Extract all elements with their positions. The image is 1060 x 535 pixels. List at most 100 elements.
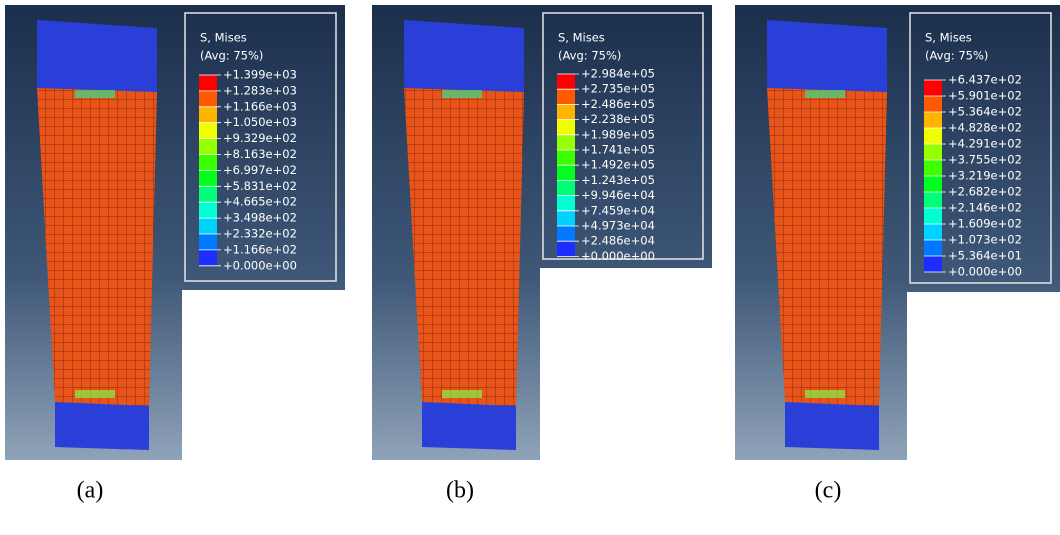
legend-band bbox=[557, 195, 575, 211]
legend-title: S, Mises bbox=[200, 31, 247, 45]
legend-subtitle: (Avg: 75%) bbox=[925, 49, 988, 63]
legend-box bbox=[909, 12, 1052, 284]
legend-band bbox=[924, 192, 942, 208]
legend-level: +9.946e+04 bbox=[581, 188, 655, 202]
legend-level: +2.682e+02 bbox=[948, 185, 1022, 199]
legend-band bbox=[924, 240, 942, 256]
legend-level: +9.329e+02 bbox=[223, 131, 297, 145]
legend-band bbox=[924, 256, 942, 272]
specimen-mesh bbox=[37, 88, 157, 406]
specimen-mesh bbox=[404, 88, 524, 406]
legend-title: S, Mises bbox=[925, 31, 972, 45]
legend-band bbox=[924, 160, 942, 176]
legend-band bbox=[924, 80, 942, 96]
top-grip bbox=[404, 20, 524, 92]
legend-level: +2.146e+02 bbox=[948, 201, 1022, 215]
caption: (a) bbox=[77, 478, 104, 504]
legend-band bbox=[557, 241, 575, 257]
bottom-grip bbox=[55, 402, 149, 450]
legend-band bbox=[199, 202, 217, 219]
legend-band bbox=[924, 128, 942, 144]
legend-band bbox=[557, 119, 575, 135]
legend-level: +3.219e+02 bbox=[948, 169, 1022, 183]
legend-band bbox=[557, 89, 575, 105]
specimen-mesh bbox=[767, 88, 887, 406]
legend-level: +1.492e+05 bbox=[581, 158, 655, 172]
legend-band bbox=[557, 74, 575, 90]
legend-subtitle: (Avg: 75%) bbox=[558, 49, 621, 63]
bottom-grip bbox=[785, 402, 879, 450]
legend-band bbox=[199, 138, 217, 155]
legend-level: +1.399e+03 bbox=[223, 68, 297, 82]
legend-level: +5.901e+02 bbox=[948, 89, 1022, 103]
legend-level: +4.665e+02 bbox=[223, 195, 297, 209]
legend-band bbox=[199, 234, 217, 250]
legend-level: +2.735e+05 bbox=[581, 82, 655, 96]
legend-level: +1.166e+02 bbox=[223, 242, 297, 256]
legend-band bbox=[199, 90, 217, 107]
top-grip bbox=[37, 20, 157, 92]
legend-level: +7.459e+04 bbox=[581, 203, 655, 217]
legend-band bbox=[557, 104, 575, 120]
legend-band bbox=[924, 224, 942, 240]
caption: (c) bbox=[815, 478, 842, 504]
legend-band bbox=[199, 122, 217, 139]
legend-level: +1.283e+03 bbox=[223, 83, 297, 97]
legend-level: +1.609e+02 bbox=[948, 217, 1022, 231]
legend-level: +2.332e+02 bbox=[223, 227, 297, 241]
legend-band bbox=[924, 112, 942, 128]
legend-band bbox=[557, 226, 575, 242]
legend-box bbox=[542, 12, 704, 260]
legend-level: +2.984e+05 bbox=[581, 67, 655, 81]
bottom-grip bbox=[422, 402, 516, 450]
legend-band bbox=[199, 170, 217, 187]
legend-level: +4.291e+02 bbox=[948, 137, 1022, 151]
legend-level: +1.741e+05 bbox=[581, 143, 655, 157]
legend-level: +0.000e+00 bbox=[948, 265, 1022, 279]
stress-concentration bbox=[442, 90, 482, 98]
legend-level: +5.364e+01 bbox=[948, 249, 1022, 263]
panel: S, Mises (Avg: 75%) +6.437e+02 +5.901e+02 +5… bbox=[735, 5, 1060, 504]
legend-level: +1.050e+03 bbox=[223, 115, 297, 129]
stress-concentration bbox=[805, 90, 845, 98]
legend-band bbox=[199, 75, 217, 91]
legend-level: +1.166e+03 bbox=[223, 99, 297, 113]
legend-band bbox=[199, 218, 217, 234]
legend-band bbox=[924, 96, 942, 112]
legend-band bbox=[557, 134, 575, 150]
legend-level: +8.163e+02 bbox=[223, 147, 297, 161]
legend-level: +5.364e+02 bbox=[948, 105, 1022, 119]
panel: S, Mises (Avg: 75%) +1.399e+03+1.283e+03 +1… bbox=[5, 5, 345, 504]
panel: S, Mises (Avg: 75%) +2.984e+05+2.735e+05 +2… bbox=[372, 5, 712, 504]
legend-band bbox=[557, 150, 575, 166]
legend-band bbox=[924, 176, 942, 192]
legend-subtitle: (Avg: 75%) bbox=[200, 49, 263, 63]
legend-band bbox=[924, 208, 942, 224]
legend-band bbox=[557, 165, 575, 181]
legend-band bbox=[557, 210, 575, 226]
legend-title: S, Mises bbox=[558, 31, 605, 45]
legend-band bbox=[199, 249, 217, 266]
stress-concentration bbox=[805, 390, 845, 398]
legend-level: +3.755e+02 bbox=[948, 153, 1022, 167]
legend-level: +6.437e+02 bbox=[948, 73, 1022, 87]
legend-band bbox=[199, 106, 217, 123]
legend-band bbox=[924, 144, 942, 160]
legend-band bbox=[199, 154, 217, 171]
stress-concentration bbox=[75, 90, 115, 98]
top-grip bbox=[767, 20, 887, 92]
legend-level: +1.243e+05 bbox=[581, 173, 655, 187]
legend-level: +6.997e+02 bbox=[223, 163, 297, 177]
legend-level: +1.989e+05 bbox=[581, 127, 655, 141]
legend-level: +4.828e+02 bbox=[948, 121, 1022, 135]
legend-level: +2.486e+04 bbox=[581, 234, 655, 248]
legend-level: +1.073e+02 bbox=[948, 233, 1022, 247]
legend-level: +5.831e+02 bbox=[223, 179, 297, 193]
stress-concentration bbox=[75, 390, 115, 398]
stress-concentration bbox=[442, 390, 482, 398]
legend-level: +4.973e+04 bbox=[581, 219, 655, 233]
legend-level: +0.000e+00 bbox=[223, 258, 297, 272]
legend-band bbox=[199, 186, 217, 203]
